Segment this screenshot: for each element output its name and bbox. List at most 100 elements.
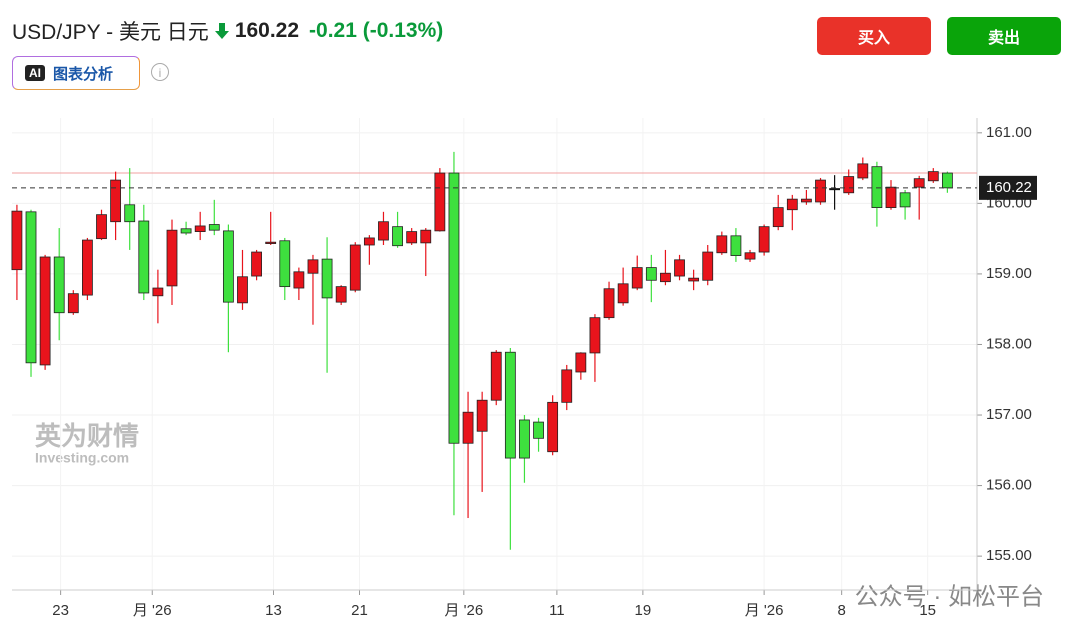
candle-body — [575, 352, 587, 373]
candle-body — [335, 286, 347, 303]
candle-body — [758, 226, 770, 253]
candle-body — [363, 237, 375, 246]
candle-body — [462, 411, 474, 444]
watermark-account: 公众号 · 如松平台 — [855, 583, 1044, 610]
ai-badge: AI — [25, 65, 45, 81]
buy-button[interactable]: 买入 — [817, 17, 931, 55]
candle-body — [786, 198, 798, 211]
candle-body — [744, 252, 756, 260]
candle-body — [349, 244, 361, 291]
x-tick-label: 13 — [265, 602, 282, 619]
candle-body — [829, 188, 841, 191]
quote-header: USD/JPY - 美元 日元 160.22 -0.21 (-0.13%) — [12, 16, 443, 46]
candle-body — [885, 186, 897, 209]
candle-body — [772, 207, 784, 228]
candle-body — [307, 259, 319, 274]
candle-body — [420, 229, 432, 244]
candle-body — [180, 228, 192, 234]
x-tick-label: 21 — [351, 602, 368, 619]
sell-button[interactable]: 卖出 — [947, 17, 1061, 55]
candle-body — [82, 239, 93, 296]
ai-analysis-button[interactable]: AI 图表分析 — [12, 56, 140, 90]
candle-body — [166, 229, 178, 287]
candle-body — [406, 231, 418, 244]
candle-body — [547, 401, 559, 453]
y-tick-label: 158.00 — [986, 335, 1032, 352]
ai-label: 图表分析 — [53, 65, 114, 83]
candle-body — [843, 176, 855, 194]
candle-body — [448, 172, 460, 444]
candle-body — [674, 259, 685, 277]
candle-body — [899, 192, 911, 208]
candle-body — [871, 166, 883, 209]
candle-body — [688, 277, 700, 282]
candle-body — [434, 172, 446, 232]
candle-body — [702, 251, 714, 281]
y-tick-label: 159.00 — [986, 265, 1032, 282]
x-tick-label: 19 — [635, 602, 652, 619]
candle-body — [321, 258, 333, 299]
last-price-box — [979, 175, 1037, 200]
candle-body — [533, 421, 544, 439]
candle-body — [251, 251, 262, 277]
candle-body — [378, 221, 389, 241]
candle-body — [293, 271, 305, 289]
x-tick-label: 月 '26 — [745, 602, 784, 619]
x-tick-label: 11 — [549, 602, 565, 619]
candle-body — [110, 179, 122, 223]
candle-body — [279, 240, 291, 288]
candle-body — [392, 226, 403, 247]
y-tick-label: 156.00 — [986, 477, 1032, 494]
candle-body — [617, 283, 629, 304]
candle-body — [152, 287, 164, 297]
down-arrow — [214, 23, 229, 39]
y-tick-label: 155.00 — [986, 547, 1032, 564]
candle-body — [519, 419, 530, 459]
candle-body — [801, 198, 812, 203]
candle-body — [476, 399, 488, 432]
x-tick-label: 月 '26 — [133, 602, 172, 619]
candle-body — [815, 179, 826, 203]
y-tick-label: 157.00 — [986, 406, 1032, 423]
candle-body — [603, 288, 615, 319]
candle-body — [504, 351, 516, 459]
candle-body — [194, 225, 206, 232]
candle-body — [96, 214, 107, 240]
candle-body — [237, 276, 248, 304]
symbol: USD/JPY - 美元 日元 — [12, 21, 209, 44]
candle-body — [222, 230, 234, 303]
candle-body — [927, 171, 939, 182]
candle-body — [913, 178, 925, 188]
candle-body — [265, 241, 277, 244]
candle-body — [631, 267, 643, 289]
candle-body — [589, 317, 601, 354]
candle-body — [857, 163, 869, 179]
candle-body — [660, 272, 671, 283]
candle-body — [25, 211, 37, 364]
candle-body — [716, 235, 728, 254]
candle-body — [39, 256, 51, 366]
candle-body — [208, 224, 220, 231]
candle-body — [941, 172, 953, 189]
candle-body — [645, 267, 657, 281]
candle-body — [11, 210, 23, 271]
x-tick-label: 月 '26 — [444, 602, 483, 619]
price: 160.22 — [234, 19, 300, 42]
x-tick-label: 23 — [52, 602, 69, 619]
info-icon[interactable]: i — [151, 63, 169, 81]
candle-body — [124, 204, 136, 223]
candle-body — [730, 235, 742, 256]
watermark-brand: 英为财情 — [35, 421, 139, 451]
candle-body — [561, 369, 573, 403]
x-tick-label: 8 — [837, 602, 845, 619]
watermark-site: Investing.com — [35, 450, 129, 466]
candle-body — [490, 351, 502, 401]
candle-body — [53, 256, 65, 314]
y-tick-label: 161.00 — [986, 124, 1032, 141]
candle-body — [67, 293, 79, 314]
candle-body — [138, 220, 150, 294]
last-price-label: 160.22 — [986, 179, 1032, 196]
change: -0.21 (-0.13%) — [309, 19, 444, 42]
